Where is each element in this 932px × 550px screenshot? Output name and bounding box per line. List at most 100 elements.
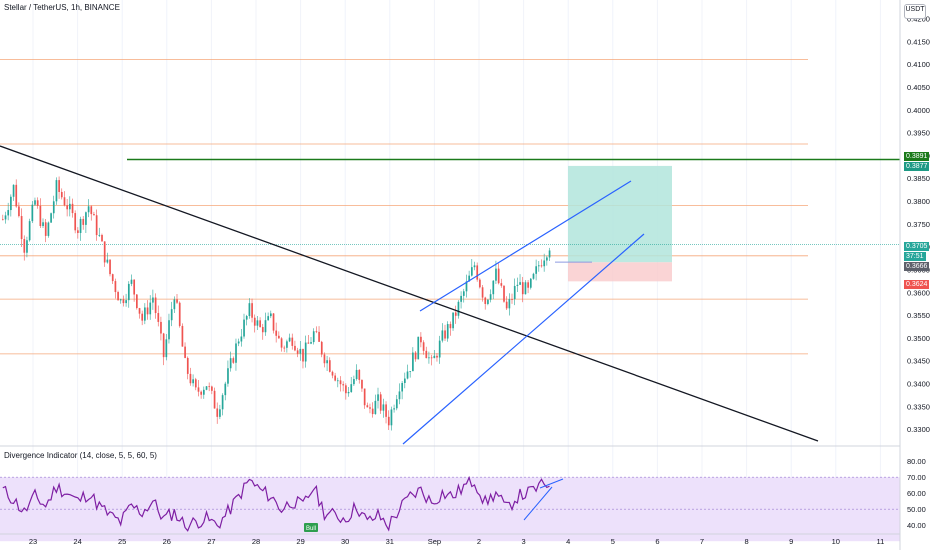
candle-body	[286, 341, 288, 348]
candle-body	[106, 259, 109, 263]
candle-body	[71, 203, 74, 214]
candle-body	[546, 257, 548, 261]
candle-body	[479, 279, 481, 288]
indicator-axis: 80.00 70.00 60.00 50.00 40.00	[907, 457, 926, 530]
stop-loss-zone[interactable]	[568, 262, 672, 282]
price-tick-label: 0.3400	[907, 380, 930, 389]
candle-body	[323, 354, 326, 364]
candle-body	[28, 221, 31, 241]
price-tick-label: 0.3950	[907, 129, 930, 138]
candle-body	[462, 291, 465, 296]
candle-body	[136, 294, 138, 309]
candle-body	[374, 400, 377, 415]
candle-body	[133, 279, 136, 295]
time-tick-label: 27	[207, 537, 215, 546]
price-tick-label: 0.3600	[907, 288, 930, 297]
candle-body	[114, 281, 117, 293]
candle-body	[438, 340, 441, 358]
candle-body	[213, 390, 216, 409]
candle-body	[543, 260, 546, 267]
candle-body	[465, 281, 468, 292]
price-tick-label: 0.3750	[907, 220, 930, 229]
candle-body	[52, 201, 55, 214]
candle-body	[521, 282, 524, 295]
candle-body	[101, 234, 103, 242]
candle-body	[122, 299, 125, 304]
candle-body	[10, 196, 12, 211]
time-tick-label: 2	[477, 537, 481, 546]
price-tick-label: 0.3300	[907, 425, 930, 434]
candle-body	[535, 266, 538, 274]
candle-body	[272, 313, 275, 331]
candle-body	[401, 382, 404, 392]
indicator-divergence-line[interactable]	[523, 486, 553, 521]
candle-body	[353, 379, 355, 385]
candle-body	[310, 342, 312, 344]
candle-body	[240, 336, 243, 342]
candle-body	[318, 331, 320, 342]
take-profit-zone[interactable]	[568, 165, 672, 263]
candle-body	[446, 324, 449, 339]
candle-body	[235, 343, 237, 363]
indicator-arrow-line[interactable]	[539, 478, 564, 489]
time-tick-label: 8	[745, 537, 749, 546]
candle-body	[138, 308, 141, 314]
candle-body	[146, 307, 149, 315]
candle-body	[60, 191, 63, 198]
time-tick-label: 24	[73, 537, 81, 546]
candle-body	[82, 218, 85, 225]
descending-trendline[interactable]	[0, 145, 819, 442]
price-tick-label: 0.3550	[907, 311, 930, 320]
candle-body	[377, 394, 379, 401]
candle-body	[95, 215, 98, 236]
candle-body	[355, 369, 358, 380]
candle-body	[524, 282, 527, 295]
indicator-line	[2, 475, 550, 532]
candle-body	[264, 320, 267, 333]
channel-lower-line[interactable]	[402, 233, 645, 445]
price-tick-label: 0.4100	[907, 60, 930, 69]
candle-body	[503, 285, 505, 302]
candle-body	[103, 241, 106, 263]
candle-body	[251, 303, 253, 318]
candle-body	[157, 313, 160, 322]
price-tick-label: 0.4200	[907, 15, 930, 24]
time-tick-label: 9	[789, 537, 793, 546]
candle-body	[186, 357, 189, 374]
candle-body	[130, 279, 133, 284]
candle-body	[74, 213, 77, 231]
price-tick-label: 0.3350	[907, 402, 930, 411]
bull-label-box	[304, 523, 318, 532]
candle-body	[189, 373, 192, 384]
candle-body	[203, 389, 205, 395]
candle-body	[111, 274, 114, 282]
candle-body	[259, 320, 261, 328]
bull-label: Bull	[306, 526, 316, 532]
channel-upper-line[interactable]	[419, 180, 632, 312]
candle-body	[519, 282, 521, 285]
candle-body	[454, 312, 457, 316]
candle-body	[441, 330, 444, 341]
candle-body	[430, 357, 433, 359]
candle-body	[237, 341, 240, 344]
indicator-tick-label: 60.00	[907, 489, 926, 498]
candle-body	[85, 212, 87, 225]
price-tick-label: 0.4050	[907, 83, 930, 92]
candle-body	[149, 302, 152, 315]
candle-body	[275, 330, 278, 336]
price-tick-label: 0.3500	[907, 334, 930, 343]
candle-body	[548, 250, 551, 258]
candle-body	[457, 301, 460, 316]
candle-body	[540, 265, 543, 267]
currency-label[interactable]: USDT	[904, 4, 926, 19]
target-price-tag: 0.3877	[904, 162, 930, 171]
candle-body	[449, 324, 452, 329]
candle-body	[291, 337, 294, 346]
candle-body	[345, 385, 347, 394]
candle-body	[425, 350, 428, 359]
indicator-tick-label: 50.00	[907, 505, 926, 514]
candle-body	[119, 299, 122, 301]
time-axis[interactable]: 23 24 25 26 27 28 29 30 31 Sep 2 3 4 5 6 7 8 9 10 11	[29, 537, 884, 546]
candle-body	[404, 378, 406, 383]
